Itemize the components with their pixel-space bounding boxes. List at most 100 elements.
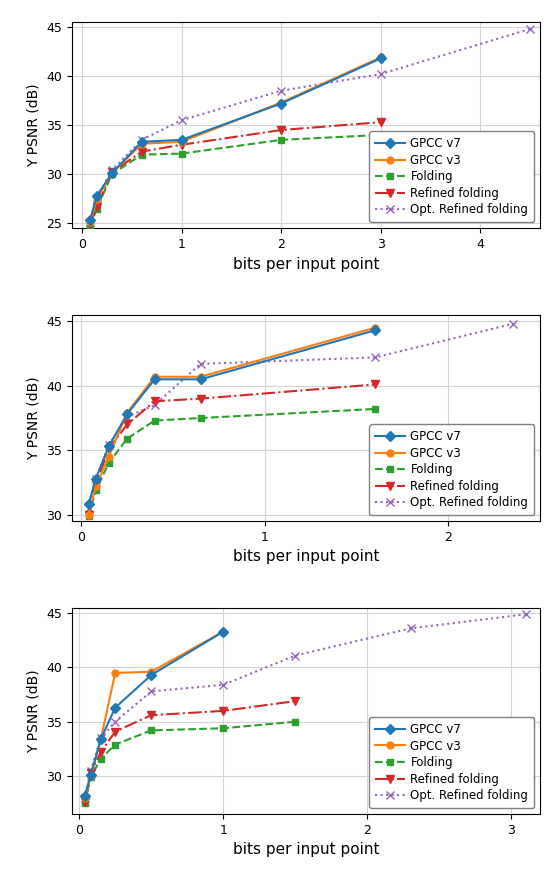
Opt. Refined folding	[372, 352, 378, 363]
Refined folding	[151, 396, 158, 407]
Folding	[124, 433, 130, 444]
GPCC v3	[148, 666, 155, 677]
Refined folding	[88, 767, 94, 778]
Refined folding	[81, 796, 88, 807]
Folding	[85, 510, 92, 521]
Folding	[292, 716, 299, 727]
GPCC v7	[220, 627, 227, 637]
GPCC v7	[93, 473, 99, 484]
Folding	[105, 458, 112, 468]
X-axis label: bits per input point: bits per input point	[233, 842, 379, 857]
GPCC v7	[151, 374, 158, 385]
Opt. Refined folding	[93, 473, 99, 484]
GPCC v7	[81, 790, 88, 801]
Folding	[372, 404, 378, 414]
Folding	[278, 135, 285, 145]
GPCC v3	[86, 217, 93, 228]
Line: Refined folding: Refined folding	[86, 118, 385, 229]
Opt. Refined folding	[292, 650, 299, 661]
GPCC v7	[278, 99, 285, 109]
Refined folding	[94, 202, 100, 212]
GPCC v3	[88, 771, 94, 781]
GPCC v3	[85, 510, 92, 520]
GPCC v7	[98, 734, 104, 744]
Line: GPCC v3: GPCC v3	[86, 54, 384, 226]
Opt. Refined folding	[178, 115, 185, 126]
Opt. Refined folding	[377, 69, 384, 79]
Y-axis label: Y PSNR (dB): Y PSNR (dB)	[27, 84, 41, 167]
GPCC v7	[86, 215, 93, 225]
Folding	[94, 203, 100, 214]
GPCC v7	[372, 325, 378, 335]
GPCC v3	[124, 407, 130, 418]
Line: GPCC v3: GPCC v3	[85, 325, 378, 518]
Refined folding	[98, 747, 104, 758]
Line: Folding: Folding	[85, 406, 378, 519]
GPCC v7	[85, 499, 92, 510]
Opt. Refined folding	[124, 412, 130, 422]
Refined folding	[178, 140, 185, 150]
GPCC v7	[138, 136, 145, 147]
Refined folding	[93, 479, 99, 489]
Line: GPCC v3: GPCC v3	[81, 628, 227, 801]
Folding	[112, 739, 119, 750]
Refined folding	[85, 510, 92, 520]
Refined folding	[105, 444, 112, 454]
Opt. Refined folding	[86, 217, 93, 228]
Opt. Refined folding	[197, 358, 204, 369]
GPCC v7	[88, 770, 94, 781]
GPCC v7	[94, 191, 100, 202]
Refined folding	[220, 706, 227, 716]
Folding	[98, 753, 104, 764]
Refined folding	[109, 167, 115, 178]
Opt. Refined folding	[527, 24, 534, 34]
Folding	[86, 221, 93, 231]
GPCC v3	[278, 98, 285, 108]
GPCC v3	[94, 194, 100, 204]
Refined folding	[197, 393, 204, 404]
Folding	[88, 772, 94, 782]
GPCC v3	[105, 451, 112, 462]
Y-axis label: Y PSNR (dB): Y PSNR (dB)	[27, 376, 41, 460]
Refined folding	[138, 146, 145, 157]
Line: Opt. Refined folding: Opt. Refined folding	[81, 610, 530, 802]
Folding	[109, 169, 115, 180]
Folding	[220, 723, 227, 734]
Opt. Refined folding	[98, 733, 104, 744]
Line: GPCC v7: GPCC v7	[86, 55, 384, 224]
Legend: GPCC v7, GPCC v3, Folding, Refined folding, Opt. Refined folding: GPCC v7, GPCC v3, Folding, Refined foldi…	[369, 131, 534, 223]
GPCC v3	[220, 627, 227, 637]
GPCC v7	[197, 374, 204, 385]
GPCC v3	[178, 136, 185, 147]
Y-axis label: Y PSNR (dB): Y PSNR (dB)	[27, 669, 41, 752]
Line: Refined folding: Refined folding	[84, 380, 379, 519]
GPCC v7	[148, 670, 155, 680]
Opt. Refined folding	[94, 193, 100, 203]
GPCC v3	[151, 371, 158, 382]
GPCC v7	[112, 702, 119, 713]
X-axis label: bits per input point: bits per input point	[233, 549, 379, 564]
GPCC v7	[178, 135, 185, 145]
GPCC v3	[138, 138, 145, 149]
GPCC v7	[124, 409, 130, 420]
Legend: GPCC v7, GPCC v3, Folding, Refined folding, Opt. Refined folding: GPCC v7, GPCC v3, Folding, Refined foldi…	[369, 424, 534, 515]
Opt. Refined folding	[522, 609, 529, 620]
Folding	[377, 129, 384, 140]
Refined folding	[148, 710, 155, 721]
Opt. Refined folding	[81, 792, 88, 803]
GPCC v3	[93, 481, 99, 492]
Opt. Refined folding	[278, 85, 285, 96]
Refined folding	[377, 117, 384, 128]
X-axis label: bits per input point: bits per input point	[233, 257, 379, 272]
Refined folding	[372, 379, 378, 390]
Opt. Refined folding	[148, 686, 155, 697]
Opt. Refined folding	[109, 165, 115, 176]
Line: Refined folding: Refined folding	[81, 697, 300, 806]
Refined folding	[124, 419, 130, 429]
Opt. Refined folding	[112, 716, 119, 727]
Opt. Refined folding	[509, 319, 516, 329]
Folding	[93, 485, 99, 495]
Line: Folding: Folding	[81, 718, 299, 807]
Refined folding	[278, 125, 285, 136]
Folding	[81, 798, 88, 809]
